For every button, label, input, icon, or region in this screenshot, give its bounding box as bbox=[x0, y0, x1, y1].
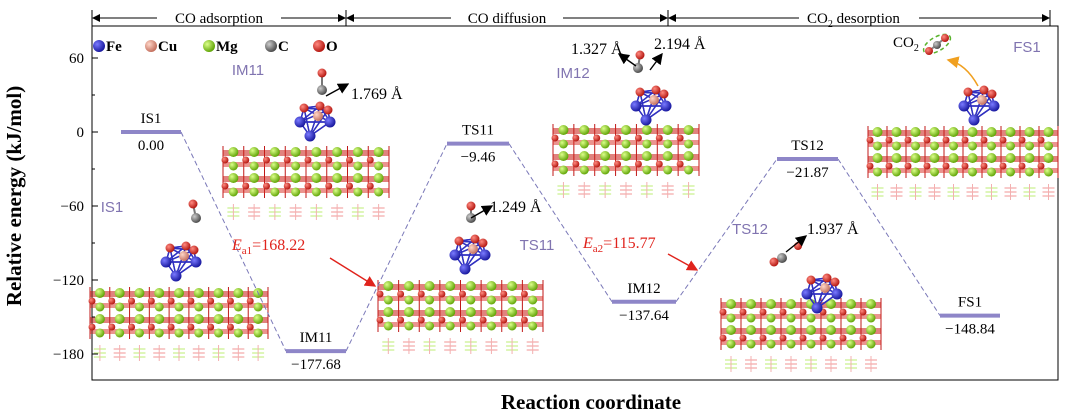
legend-label-cu: Cu bbox=[158, 39, 177, 55]
legend-label-fe: Fe bbox=[106, 39, 122, 55]
structure-label-ts11: TS11 bbox=[520, 237, 555, 254]
level-label-is1: IS1 bbox=[141, 111, 162, 127]
level-label-ts12: TS12 bbox=[791, 138, 824, 154]
level-value-ts12: −21.87 bbox=[786, 165, 829, 181]
plot-frame bbox=[91, 25, 1059, 381]
connector-line bbox=[675, 158, 778, 303]
bond-arrow bbox=[649, 52, 663, 71]
cluster-im12 bbox=[630, 50, 672, 126]
legend-marker-o bbox=[313, 40, 325, 52]
bond-length-label: 1.937 Å bbox=[807, 220, 859, 238]
bond-length-label: 1.769 Å bbox=[351, 85, 403, 103]
connector-lines bbox=[180, 131, 941, 352]
level-value-im11: −177.68 bbox=[291, 357, 341, 373]
desorption-arrow bbox=[946, 56, 979, 87]
barrier-arrow bbox=[329, 257, 377, 287]
structure-label-ts12: TS12 bbox=[732, 221, 768, 238]
structure-fs1 bbox=[866, 126, 1059, 200]
stage-label: CO2 desorption bbox=[807, 11, 900, 30]
structure-is1 bbox=[88, 287, 269, 361]
co2-label: CO2 bbox=[893, 35, 919, 54]
annotations: IM11 IS1 TS11 IM12 TS12 FS1 1.769 Å 1.249 Å 1.32… bbox=[101, 35, 1041, 287]
legend-marker-mg bbox=[203, 40, 215, 52]
level-value-im12: −137.64 bbox=[619, 308, 669, 324]
bond-arrow bbox=[325, 83, 350, 97]
legend-marker-fe bbox=[93, 40, 105, 52]
bond-arrow bbox=[785, 235, 808, 253]
x-axis-label: Reaction coordinate bbox=[501, 390, 681, 414]
activation-barrier-label: Ea1=168.22 bbox=[231, 237, 305, 257]
activation-barrier-label: Ea2=115.77 bbox=[582, 235, 656, 255]
cluster-ts11 bbox=[449, 201, 491, 275]
structure-ts11 bbox=[376, 280, 544, 354]
stage-label: CO adsorption bbox=[175, 11, 263, 27]
y-tick-label: 60 bbox=[69, 51, 84, 67]
energy-levels: IS1 0.00 IM11 −177.68 TS11 −9.46 IM12 −137.64 TS… bbox=[121, 111, 1000, 373]
level-label-im11: IM11 bbox=[300, 330, 333, 346]
stage-label: CO diffusion bbox=[468, 11, 547, 27]
cluster-ts12 bbox=[769, 242, 843, 314]
legend-label-mg: Mg bbox=[216, 39, 238, 55]
bond-length-label: 1.327 Å bbox=[571, 40, 623, 58]
legend-label-c: C bbox=[278, 39, 289, 55]
co2-molecule bbox=[922, 33, 952, 55]
legend-marker-c bbox=[265, 40, 277, 52]
y-axis: 60 0 −60 −120 −180 bbox=[53, 51, 98, 363]
level-label-im12: IM12 bbox=[627, 281, 660, 297]
connector-line bbox=[837, 158, 941, 316]
barrier-arrow bbox=[667, 253, 699, 271]
stage-brackets: CO adsorption CO diffusion CO2 desorption bbox=[91, 10, 1051, 30]
y-tick-label: −180 bbox=[53, 347, 84, 363]
y-axis-label: Relative energy (kJ/mol) bbox=[2, 86, 26, 306]
legend-marker-cu bbox=[145, 40, 157, 52]
level-value-is1: 0.00 bbox=[138, 138, 164, 154]
structure-im11 bbox=[221, 146, 390, 220]
cluster-is1 bbox=[160, 199, 202, 282]
level-label-fs1: FS1 bbox=[958, 295, 982, 311]
structure-label-is1: IS1 bbox=[101, 199, 124, 216]
y-tick-label: 0 bbox=[77, 125, 85, 141]
level-label-ts11: TS11 bbox=[462, 123, 494, 139]
structure-im12 bbox=[551, 124, 700, 198]
bond-arrow bbox=[617, 53, 637, 67]
cluster-im11 bbox=[294, 68, 336, 142]
level-value-ts11: −9.46 bbox=[461, 150, 496, 166]
connector-line bbox=[180, 131, 287, 352]
bond-length-label: 1.249 Å bbox=[490, 198, 542, 216]
level-value-fs1: −148.84 bbox=[945, 322, 995, 338]
connector-line bbox=[345, 143, 448, 352]
legend: Fe Cu Mg C O bbox=[93, 39, 338, 55]
bond-length-label: 2.194 Å bbox=[654, 35, 706, 53]
cluster-fs1 bbox=[958, 85, 1000, 126]
structure-images bbox=[88, 33, 1059, 372]
structure-label-im11: IM11 bbox=[232, 62, 264, 79]
y-tick-label: −60 bbox=[61, 199, 84, 215]
structure-label-im12: IM12 bbox=[556, 65, 589, 82]
structure-label-fs1: FS1 bbox=[1013, 39, 1041, 56]
bond-arrow bbox=[470, 205, 494, 219]
structure-ts12 bbox=[719, 298, 882, 372]
y-tick-label: −120 bbox=[53, 273, 84, 289]
legend-label-o: O bbox=[326, 39, 338, 55]
